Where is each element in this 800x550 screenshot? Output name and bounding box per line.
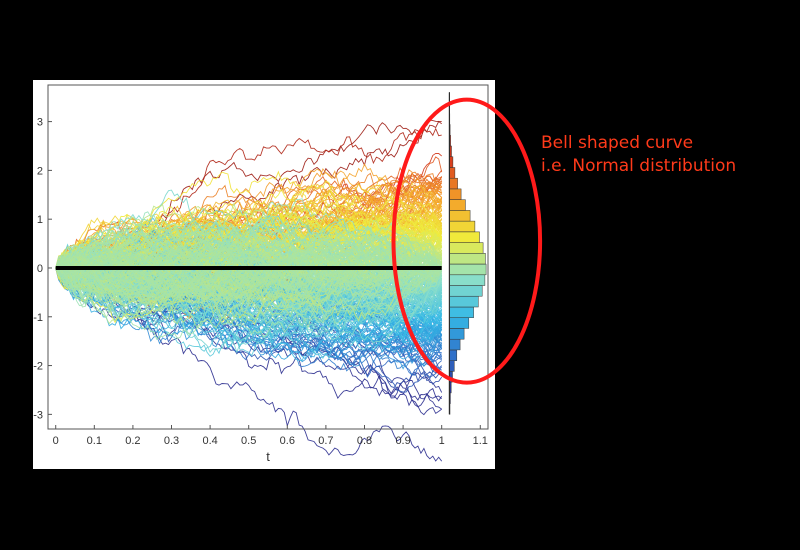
sample-path	[55, 241, 442, 304]
histogram-bar	[449, 296, 479, 308]
histogram-bar	[449, 306, 474, 318]
y-tick-label: -2	[33, 361, 43, 373]
annotation-text: Bell shaped curve i.e. Normal distributi…	[541, 132, 736, 178]
sample-path	[55, 248, 442, 295]
histogram-bar	[449, 231, 480, 243]
y-tick-label: -3	[33, 409, 43, 421]
brownian-paths-chart: 0 0.1 0.2 0.3 0.4 0.5 0.6 0.7 0.8 0.9 1 1.1 -3 -2 -1 0…	[33, 84, 489, 464]
sample-path	[55, 251, 443, 325]
annotation-line-2: i.e. Normal distribution	[541, 156, 737, 176]
sample-path	[55, 266, 443, 327]
x-tick-label: 0.9	[395, 435, 410, 447]
y-tick-label: 1	[37, 214, 43, 226]
x-tick-label: 0.3	[164, 435, 179, 447]
annotation-line-1: Bell shaped curve	[541, 133, 694, 153]
sample-path	[55, 224, 443, 309]
y-tick-label: -1	[33, 312, 43, 324]
y-tick-label: 3	[37, 117, 43, 129]
x-tick-label: 0.5	[241, 435, 256, 447]
histogram-bar	[449, 349, 458, 361]
sample-path	[55, 255, 443, 305]
x-tick-label: 0.4	[202, 435, 217, 447]
x-tick-label: 0.2	[125, 435, 140, 447]
chart-panel: 0 0.1 0.2 0.3 0.4 0.5 0.6 0.7 0.8 0.9 1 1.1 -3 -2 -1 0…	[33, 80, 495, 469]
sample-path	[55, 227, 442, 294]
histogram-bar	[449, 220, 476, 233]
histogram-bar	[449, 167, 456, 179]
sample-path	[55, 233, 443, 300]
x-axis-ticks: 0 0.1 0.2 0.3 0.4 0.5 0.6 0.7 0.8 0.9 1 1.1	[53, 425, 488, 447]
histogram-bar	[449, 285, 483, 297]
y-tick-label: 2	[37, 165, 43, 177]
histogram-bar	[449, 328, 465, 340]
histogram-bar	[449, 210, 471, 222]
x-axis-title: t	[266, 449, 270, 464]
histogram-layer	[446, 85, 487, 429]
x-tick-label: 0.1	[87, 435, 102, 447]
sample-path	[55, 264, 442, 330]
sample-path	[55, 256, 443, 340]
x-tick-label: 0.8	[357, 435, 372, 447]
sample-path	[55, 247, 443, 291]
histogram-bar	[449, 317, 470, 329]
sample-path	[55, 267, 443, 462]
histogram-bar	[449, 188, 462, 200]
sample-path	[55, 259, 442, 316]
histogram-bar	[449, 274, 486, 286]
paths-layer	[55, 119, 443, 462]
histogram-bar	[449, 263, 487, 276]
histogram-bar	[449, 199, 466, 211]
sample-path	[55, 267, 442, 360]
x-tick-label: 1.1	[473, 435, 488, 447]
sample-path	[55, 245, 442, 318]
sample-path	[55, 239, 443, 274]
sample-path	[55, 226, 442, 284]
histogram-bar	[449, 177, 458, 190]
histogram-bar	[449, 360, 455, 372]
sample-path	[55, 245, 442, 301]
y-axis-ticks: -3 -2 -1 0 1 2 3	[33, 117, 52, 421]
x-tick-label: 0.6	[280, 435, 295, 447]
sample-path	[55, 267, 443, 341]
sample-path	[55, 219, 442, 270]
x-tick-label: 0.7	[318, 435, 333, 447]
histogram-bar	[449, 242, 484, 254]
x-tick-label: 1	[439, 435, 445, 447]
y-tick-label: 0	[37, 263, 43, 275]
x-tick-label: 0	[53, 435, 59, 447]
histogram-bar	[449, 338, 461, 351]
sample-path	[55, 254, 442, 310]
histogram-bar	[449, 253, 486, 265]
